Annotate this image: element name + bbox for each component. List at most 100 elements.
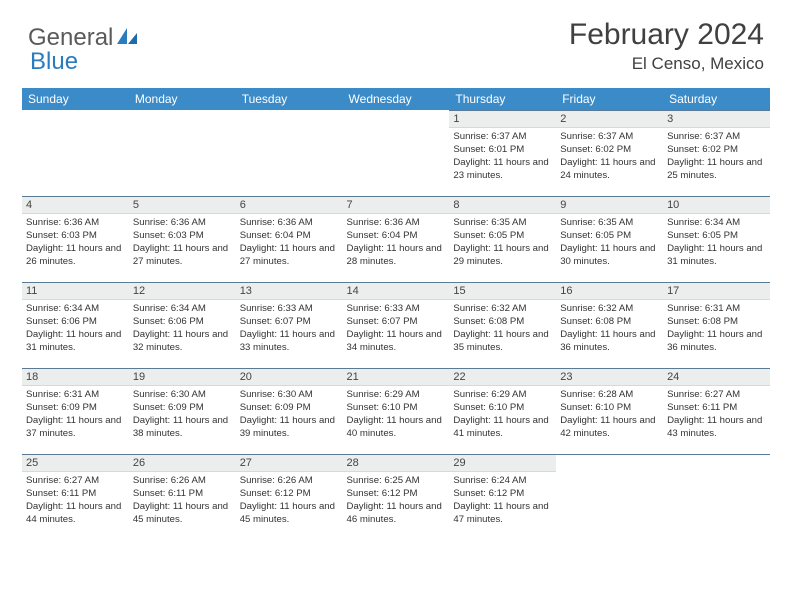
day-number: 7 — [343, 196, 450, 214]
day-number: 1 — [449, 110, 556, 128]
daylight-line: Daylight: 11 hours and 24 minutes. — [560, 157, 659, 183]
sunset-line: Sunset: 6:06 PM — [133, 316, 232, 329]
calendar-cell: 6Sunrise: 6:36 AMSunset: 6:04 PMDaylight… — [236, 196, 343, 282]
calendar-cell: 27Sunrise: 6:26 AMSunset: 6:12 PMDayligh… — [236, 454, 343, 540]
daylight-line: Daylight: 11 hours and 35 minutes. — [453, 329, 552, 355]
weekday-header: Tuesday — [236, 88, 343, 110]
daylight-line: Daylight: 11 hours and 31 minutes. — [667, 243, 766, 269]
sunrise-line: Sunrise: 6:29 AM — [347, 389, 446, 402]
calendar-week-row: 25Sunrise: 6:27 AMSunset: 6:11 PMDayligh… — [22, 454, 770, 540]
day-details: Sunrise: 6:33 AMSunset: 6:07 PMDaylight:… — [236, 300, 343, 359]
sunrise-line: Sunrise: 6:26 AM — [240, 475, 339, 488]
day-details: Sunrise: 6:27 AMSunset: 6:11 PMDaylight:… — [663, 386, 770, 445]
calendar-cell: 26Sunrise: 6:26 AMSunset: 6:11 PMDayligh… — [129, 454, 236, 540]
calendar-cell — [343, 110, 450, 196]
sunrise-line: Sunrise: 6:33 AM — [240, 303, 339, 316]
calendar-cell: 17Sunrise: 6:31 AMSunset: 6:08 PMDayligh… — [663, 282, 770, 368]
calendar-cell: 3Sunrise: 6:37 AMSunset: 6:02 PMDaylight… — [663, 110, 770, 196]
logo-sail-icon — [115, 26, 141, 51]
calendar-cell: 11Sunrise: 6:34 AMSunset: 6:06 PMDayligh… — [22, 282, 129, 368]
daylight-line: Daylight: 11 hours and 46 minutes. — [347, 501, 446, 527]
sunrise-line: Sunrise: 6:27 AM — [667, 389, 766, 402]
day-details: Sunrise: 6:37 AMSunset: 6:01 PMDaylight:… — [449, 128, 556, 187]
day-details: Sunrise: 6:29 AMSunset: 6:10 PMDaylight:… — [449, 386, 556, 445]
day-details: Sunrise: 6:24 AMSunset: 6:12 PMDaylight:… — [449, 472, 556, 531]
day-number: 11 — [22, 282, 129, 300]
day-number: 13 — [236, 282, 343, 300]
sunrise-line: Sunrise: 6:27 AM — [26, 475, 125, 488]
calendar-week-row: 11Sunrise: 6:34 AMSunset: 6:06 PMDayligh… — [22, 282, 770, 368]
day-details: Sunrise: 6:32 AMSunset: 6:08 PMDaylight:… — [449, 300, 556, 359]
sunrise-line: Sunrise: 6:37 AM — [453, 131, 552, 144]
calendar-week-row: 18Sunrise: 6:31 AMSunset: 6:09 PMDayligh… — [22, 368, 770, 454]
daylight-line: Daylight: 11 hours and 36 minutes. — [667, 329, 766, 355]
sunset-line: Sunset: 6:02 PM — [667, 144, 766, 157]
daylight-line: Daylight: 11 hours and 42 minutes. — [560, 415, 659, 441]
calendar-cell: 10Sunrise: 6:34 AMSunset: 6:05 PMDayligh… — [663, 196, 770, 282]
sunset-line: Sunset: 6:07 PM — [240, 316, 339, 329]
day-details: Sunrise: 6:35 AMSunset: 6:05 PMDaylight:… — [449, 214, 556, 273]
day-details: Sunrise: 6:36 AMSunset: 6:04 PMDaylight:… — [236, 214, 343, 273]
sunrise-line: Sunrise: 6:24 AM — [453, 475, 552, 488]
sunset-line: Sunset: 6:09 PM — [26, 402, 125, 415]
sunset-line: Sunset: 6:08 PM — [560, 316, 659, 329]
sunset-line: Sunset: 6:05 PM — [560, 230, 659, 243]
empty-cell-rule — [663, 454, 770, 455]
calendar-cell: 20Sunrise: 6:30 AMSunset: 6:09 PMDayligh… — [236, 368, 343, 454]
day-number: 3 — [663, 110, 770, 128]
daylight-line: Daylight: 11 hours and 47 minutes. — [453, 501, 552, 527]
weekday-header: Friday — [556, 88, 663, 110]
daylight-line: Daylight: 11 hours and 26 minutes. — [26, 243, 125, 269]
header: General February 2024 El Censo, Mexico — [0, 0, 792, 80]
calendar-cell: 29Sunrise: 6:24 AMSunset: 6:12 PMDayligh… — [449, 454, 556, 540]
calendar-cell — [556, 454, 663, 540]
day-details: Sunrise: 6:30 AMSunset: 6:09 PMDaylight:… — [236, 386, 343, 445]
day-details: Sunrise: 6:26 AMSunset: 6:12 PMDaylight:… — [236, 472, 343, 531]
calendar-cell: 21Sunrise: 6:29 AMSunset: 6:10 PMDayligh… — [343, 368, 450, 454]
day-number: 25 — [22, 454, 129, 472]
sunset-line: Sunset: 6:06 PM — [26, 316, 125, 329]
sunrise-line: Sunrise: 6:34 AM — [133, 303, 232, 316]
day-number: 22 — [449, 368, 556, 386]
sunset-line: Sunset: 6:09 PM — [240, 402, 339, 415]
day-number: 19 — [129, 368, 236, 386]
day-number: 27 — [236, 454, 343, 472]
sunset-line: Sunset: 6:09 PM — [133, 402, 232, 415]
day-details: Sunrise: 6:27 AMSunset: 6:11 PMDaylight:… — [22, 472, 129, 531]
day-details: Sunrise: 6:36 AMSunset: 6:03 PMDaylight:… — [22, 214, 129, 273]
calendar-cell: 12Sunrise: 6:34 AMSunset: 6:06 PMDayligh… — [129, 282, 236, 368]
daylight-line: Daylight: 11 hours and 41 minutes. — [453, 415, 552, 441]
day-details: Sunrise: 6:28 AMSunset: 6:10 PMDaylight:… — [556, 386, 663, 445]
sunrise-line: Sunrise: 6:31 AM — [26, 389, 125, 402]
daylight-line: Daylight: 11 hours and 25 minutes. — [667, 157, 766, 183]
day-number: 9 — [556, 196, 663, 214]
weekday-header-row: Sunday Monday Tuesday Wednesday Thursday… — [22, 88, 770, 110]
sunset-line: Sunset: 6:05 PM — [453, 230, 552, 243]
sunrise-line: Sunrise: 6:30 AM — [240, 389, 339, 402]
sunset-line: Sunset: 6:11 PM — [26, 488, 125, 501]
daylight-line: Daylight: 11 hours and 32 minutes. — [133, 329, 232, 355]
calendar-cell: 19Sunrise: 6:30 AMSunset: 6:09 PMDayligh… — [129, 368, 236, 454]
daylight-line: Daylight: 11 hours and 36 minutes. — [560, 329, 659, 355]
calendar-table: Sunday Monday Tuesday Wednesday Thursday… — [22, 88, 770, 540]
calendar-week-row: 4Sunrise: 6:36 AMSunset: 6:03 PMDaylight… — [22, 196, 770, 282]
day-number: 23 — [556, 368, 663, 386]
sunrise-line: Sunrise: 6:28 AM — [560, 389, 659, 402]
sunrise-line: Sunrise: 6:35 AM — [560, 217, 659, 230]
day-number: 28 — [343, 454, 450, 472]
sunset-line: Sunset: 6:12 PM — [453, 488, 552, 501]
sunset-line: Sunset: 6:03 PM — [133, 230, 232, 243]
sunset-line: Sunset: 6:07 PM — [347, 316, 446, 329]
sunset-line: Sunset: 6:01 PM — [453, 144, 552, 157]
sunrise-line: Sunrise: 6:33 AM — [347, 303, 446, 316]
calendar-cell: 16Sunrise: 6:32 AMSunset: 6:08 PMDayligh… — [556, 282, 663, 368]
weekday-header: Saturday — [663, 88, 770, 110]
daylight-line: Daylight: 11 hours and 30 minutes. — [560, 243, 659, 269]
day-details: Sunrise: 6:36 AMSunset: 6:03 PMDaylight:… — [129, 214, 236, 273]
day-details: Sunrise: 6:31 AMSunset: 6:08 PMDaylight:… — [663, 300, 770, 359]
sunrise-line: Sunrise: 6:29 AM — [453, 389, 552, 402]
empty-cell-rule — [556, 454, 663, 455]
day-number: 5 — [129, 196, 236, 214]
sunset-line: Sunset: 6:11 PM — [133, 488, 232, 501]
calendar-cell: 1Sunrise: 6:37 AMSunset: 6:01 PMDaylight… — [449, 110, 556, 196]
